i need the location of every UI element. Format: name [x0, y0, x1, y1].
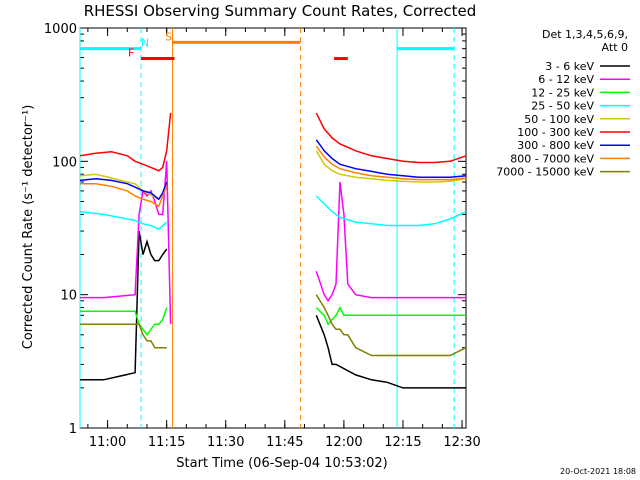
series-line — [80, 182, 168, 208]
y-tick-label: 1 — [69, 422, 77, 437]
series-line — [315, 294, 466, 357]
legend-label: 50 - 100 keV — [524, 113, 594, 126]
series-line — [315, 181, 466, 303]
legend-header-line-2: Att 0 — [602, 41, 628, 54]
legend-label: 6 - 12 keV — [538, 73, 594, 86]
series-line — [80, 210, 168, 231]
series-line — [80, 323, 167, 349]
x-tick-label: 12:15 — [384, 435, 421, 450]
x-tick-label: 11:30 — [207, 435, 244, 450]
x-tick-label: 11:15 — [148, 435, 185, 450]
legend-label: 300 - 800 keV — [517, 139, 594, 152]
x-tick-label: 11:00 — [89, 435, 126, 450]
y-axis-label: Corrected Count Rate (s⁻¹ detector⁻¹) — [21, 105, 36, 350]
series-line — [80, 113, 172, 172]
series-line — [315, 315, 466, 389]
x-tick-label: 11:45 — [266, 435, 303, 450]
series-line — [80, 230, 168, 381]
flag-label-n: N — [141, 37, 149, 50]
legend-label: 800 - 7000 keV — [510, 152, 594, 165]
series-line — [80, 178, 168, 201]
x-tick-label: 12:30 — [443, 435, 480, 450]
series-line — [315, 139, 466, 178]
x-axis-label: Start Time (06-Sep-04 10:53:02) — [176, 456, 387, 471]
legend-label: 7000 - 15000 keV — [496, 166, 594, 179]
series-line — [315, 112, 466, 164]
series-line — [315, 145, 466, 181]
y-tick-label: 1000 — [44, 22, 77, 37]
y-tick-label: 100 — [52, 155, 77, 170]
flag-label-s: S — [165, 30, 172, 43]
y-tick-label: 10 — [60, 289, 77, 304]
legend-header-line-1: Det 1,3,4,5,6,9, — [542, 28, 628, 41]
legend-label: 3 - 6 keV — [545, 60, 594, 73]
flag-label-f: F — [128, 47, 134, 60]
series-line — [315, 195, 466, 227]
x-tick-label: 12:00 — [325, 435, 362, 450]
chart-title: RHESSI Observing Summary Count Rates, Co… — [84, 2, 477, 20]
series-line — [80, 307, 168, 337]
legend-label: 12 - 25 keV — [531, 86, 594, 99]
series-line — [315, 150, 466, 183]
plot-area: 11:00 11:15 11:30 11:45 12:00 12:15 12:30 1 10 10… — [44, 22, 481, 450]
series-line — [315, 305, 466, 326]
footer-date: 20-Oct-2021 18:08 — [560, 467, 636, 476]
legend-label: 25 - 50 keV — [531, 100, 594, 113]
legend-label: 100 - 300 keV — [517, 126, 594, 139]
